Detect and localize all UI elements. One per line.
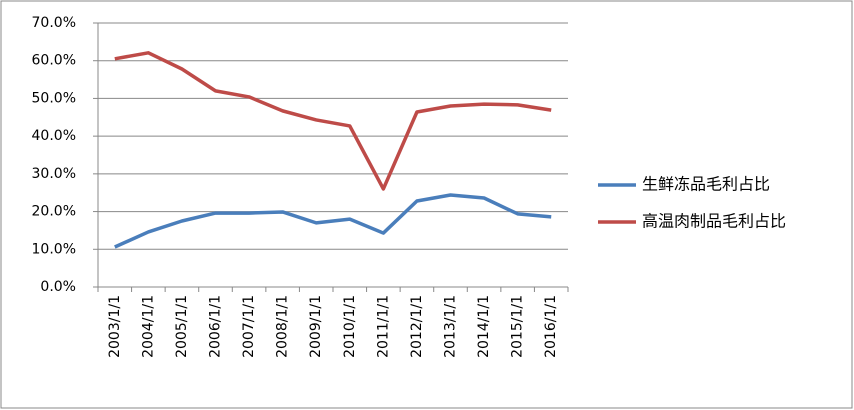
y-tick-label: 30.0% <box>32 166 76 182</box>
x-tick-label: 2016/1/1 <box>543 295 559 358</box>
y-tick-label: 70.0% <box>32 15 76 31</box>
legend-label: 高温肉制品毛利占比 <box>642 212 786 231</box>
legend-label: 生鲜冻品毛利占比 <box>642 175 770 194</box>
x-tick-label: 2007/1/1 <box>241 295 257 358</box>
x-tick-label: 2012/1/1 <box>409 295 425 358</box>
x-tick-label: 2014/1/1 <box>476 295 492 358</box>
x-tick-label: 2004/1/1 <box>140 295 156 358</box>
y-tick-label: 60.0% <box>32 53 76 69</box>
x-tick-label: 2005/1/1 <box>174 295 190 358</box>
x-tick-label: 2003/1/1 <box>107 295 123 358</box>
x-tick-label: 2011/1/1 <box>375 295 391 358</box>
series-line <box>114 51 552 191</box>
y-tick-label: 50.0% <box>32 90 76 106</box>
x-tick-label: 2009/1/1 <box>308 295 324 358</box>
y-tick-label: 40.0% <box>32 128 76 144</box>
series-line <box>114 193 552 249</box>
x-tick-label: 2010/1/1 <box>342 295 358 358</box>
y-tick-label: 10.0% <box>32 241 76 257</box>
x-tick-label: 2013/1/1 <box>443 295 459 358</box>
x-tick-label: 2008/1/1 <box>275 295 291 358</box>
y-tick-label: 0.0% <box>40 279 76 295</box>
y-tick-label: 20.0% <box>32 204 76 220</box>
x-tick-label: 2006/1/1 <box>208 295 224 358</box>
x-tick-label: 2015/1/1 <box>510 295 526 358</box>
